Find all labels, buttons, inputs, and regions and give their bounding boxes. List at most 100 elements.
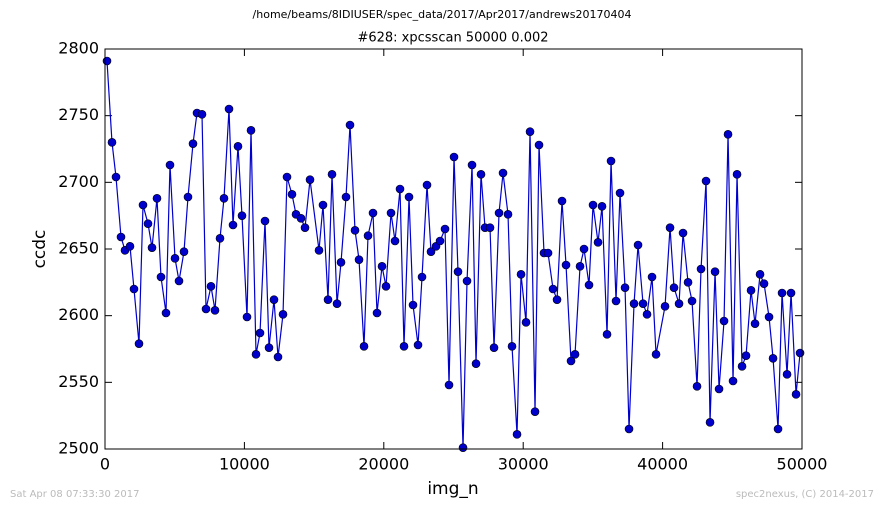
data-point [548, 284, 558, 294]
data-point [566, 356, 576, 366]
data-point [768, 354, 778, 363]
x-tick-label: 30000 [498, 455, 549, 474]
data-point [332, 299, 342, 308]
y-tick-label: 2600 [58, 305, 99, 324]
data-point [143, 219, 153, 228]
data-point [750, 319, 760, 328]
data-point [165, 160, 175, 170]
x-tick-label: 10000 [219, 455, 270, 474]
x-tick-label: 50000 [777, 455, 828, 474]
x-axis-label: img_n [427, 479, 478, 499]
data-point [381, 282, 391, 291]
data-point [458, 443, 468, 452]
data-point [233, 142, 243, 151]
y-tick-label: 2700 [58, 172, 99, 191]
data-point [782, 370, 792, 379]
data-point [246, 126, 256, 135]
data-point [323, 295, 333, 304]
data-point [503, 210, 513, 219]
data-point [260, 216, 270, 226]
data-point [530, 407, 540, 416]
data-point [696, 264, 706, 274]
data-point [359, 342, 369, 351]
data-point [732, 170, 742, 179]
data-point [242, 312, 252, 322]
data-point [368, 208, 378, 218]
data-point [512, 430, 522, 439]
data-point [444, 380, 454, 390]
data-point [237, 211, 247, 220]
data-point [201, 304, 211, 314]
data-point [327, 170, 337, 179]
data-point [795, 348, 805, 358]
data-point [255, 328, 265, 338]
data-point [543, 248, 553, 258]
data-point [755, 270, 765, 279]
data-point [575, 262, 585, 271]
data-point [719, 316, 729, 326]
data-point [174, 276, 184, 286]
footer-left: Sat Apr 08 07:33:30 2017 [10, 489, 140, 500]
data-point [620, 283, 630, 292]
data-point [354, 255, 364, 264]
data-point [224, 104, 234, 114]
data-point [278, 310, 288, 319]
data-point [314, 246, 324, 255]
data-point [179, 247, 189, 256]
data-point [489, 343, 499, 352]
data-point [440, 224, 450, 234]
y-tick-label: 2750 [58, 105, 99, 124]
data-point [741, 351, 751, 360]
data-point [710, 267, 720, 276]
data-point [786, 288, 796, 298]
data-point [390, 236, 400, 246]
data-point [687, 296, 697, 306]
data-point [282, 172, 292, 182]
data-point [723, 130, 733, 139]
data-point [152, 194, 162, 203]
data-point [579, 244, 589, 254]
data-point [273, 352, 283, 362]
data-point [170, 254, 180, 263]
data-point [413, 340, 423, 350]
data-point [404, 192, 414, 202]
data-point [363, 231, 373, 240]
data-point [462, 276, 472, 286]
data-point [147, 243, 157, 252]
data-point [296, 214, 306, 223]
data-point [300, 223, 310, 232]
data-point [435, 236, 445, 246]
x-tick-label: 0 [100, 455, 110, 474]
data-point [746, 286, 756, 295]
data-point [633, 240, 643, 250]
data-point [210, 306, 220, 315]
data-point [485, 223, 495, 232]
data-point [606, 156, 616, 166]
data-point [494, 208, 504, 218]
data-point [701, 176, 711, 186]
data-point [552, 295, 562, 304]
data-point [764, 312, 774, 322]
data-point [773, 424, 783, 434]
data-point [647, 272, 657, 282]
y-axis-label: ccdc [30, 230, 50, 269]
chart-title: #628: xpcsscan 50000 0.002 [357, 31, 548, 46]
data-point [399, 342, 409, 351]
data-point [759, 279, 769, 288]
data-point [426, 247, 436, 256]
data-point [269, 295, 279, 304]
plot-frame [104, 48, 803, 450]
data-point [525, 127, 535, 136]
data-point [561, 260, 571, 270]
data-point [350, 226, 360, 235]
data-point [264, 343, 274, 352]
data-point [102, 56, 112, 66]
footer-right: spec2nexus, (C) 2014-2017 [736, 489, 874, 500]
data-point [129, 284, 139, 294]
y-tick-label: 2550 [58, 372, 99, 391]
data-point [692, 382, 702, 391]
data-point [791, 390, 801, 399]
y-tick-label: 2650 [58, 239, 99, 258]
